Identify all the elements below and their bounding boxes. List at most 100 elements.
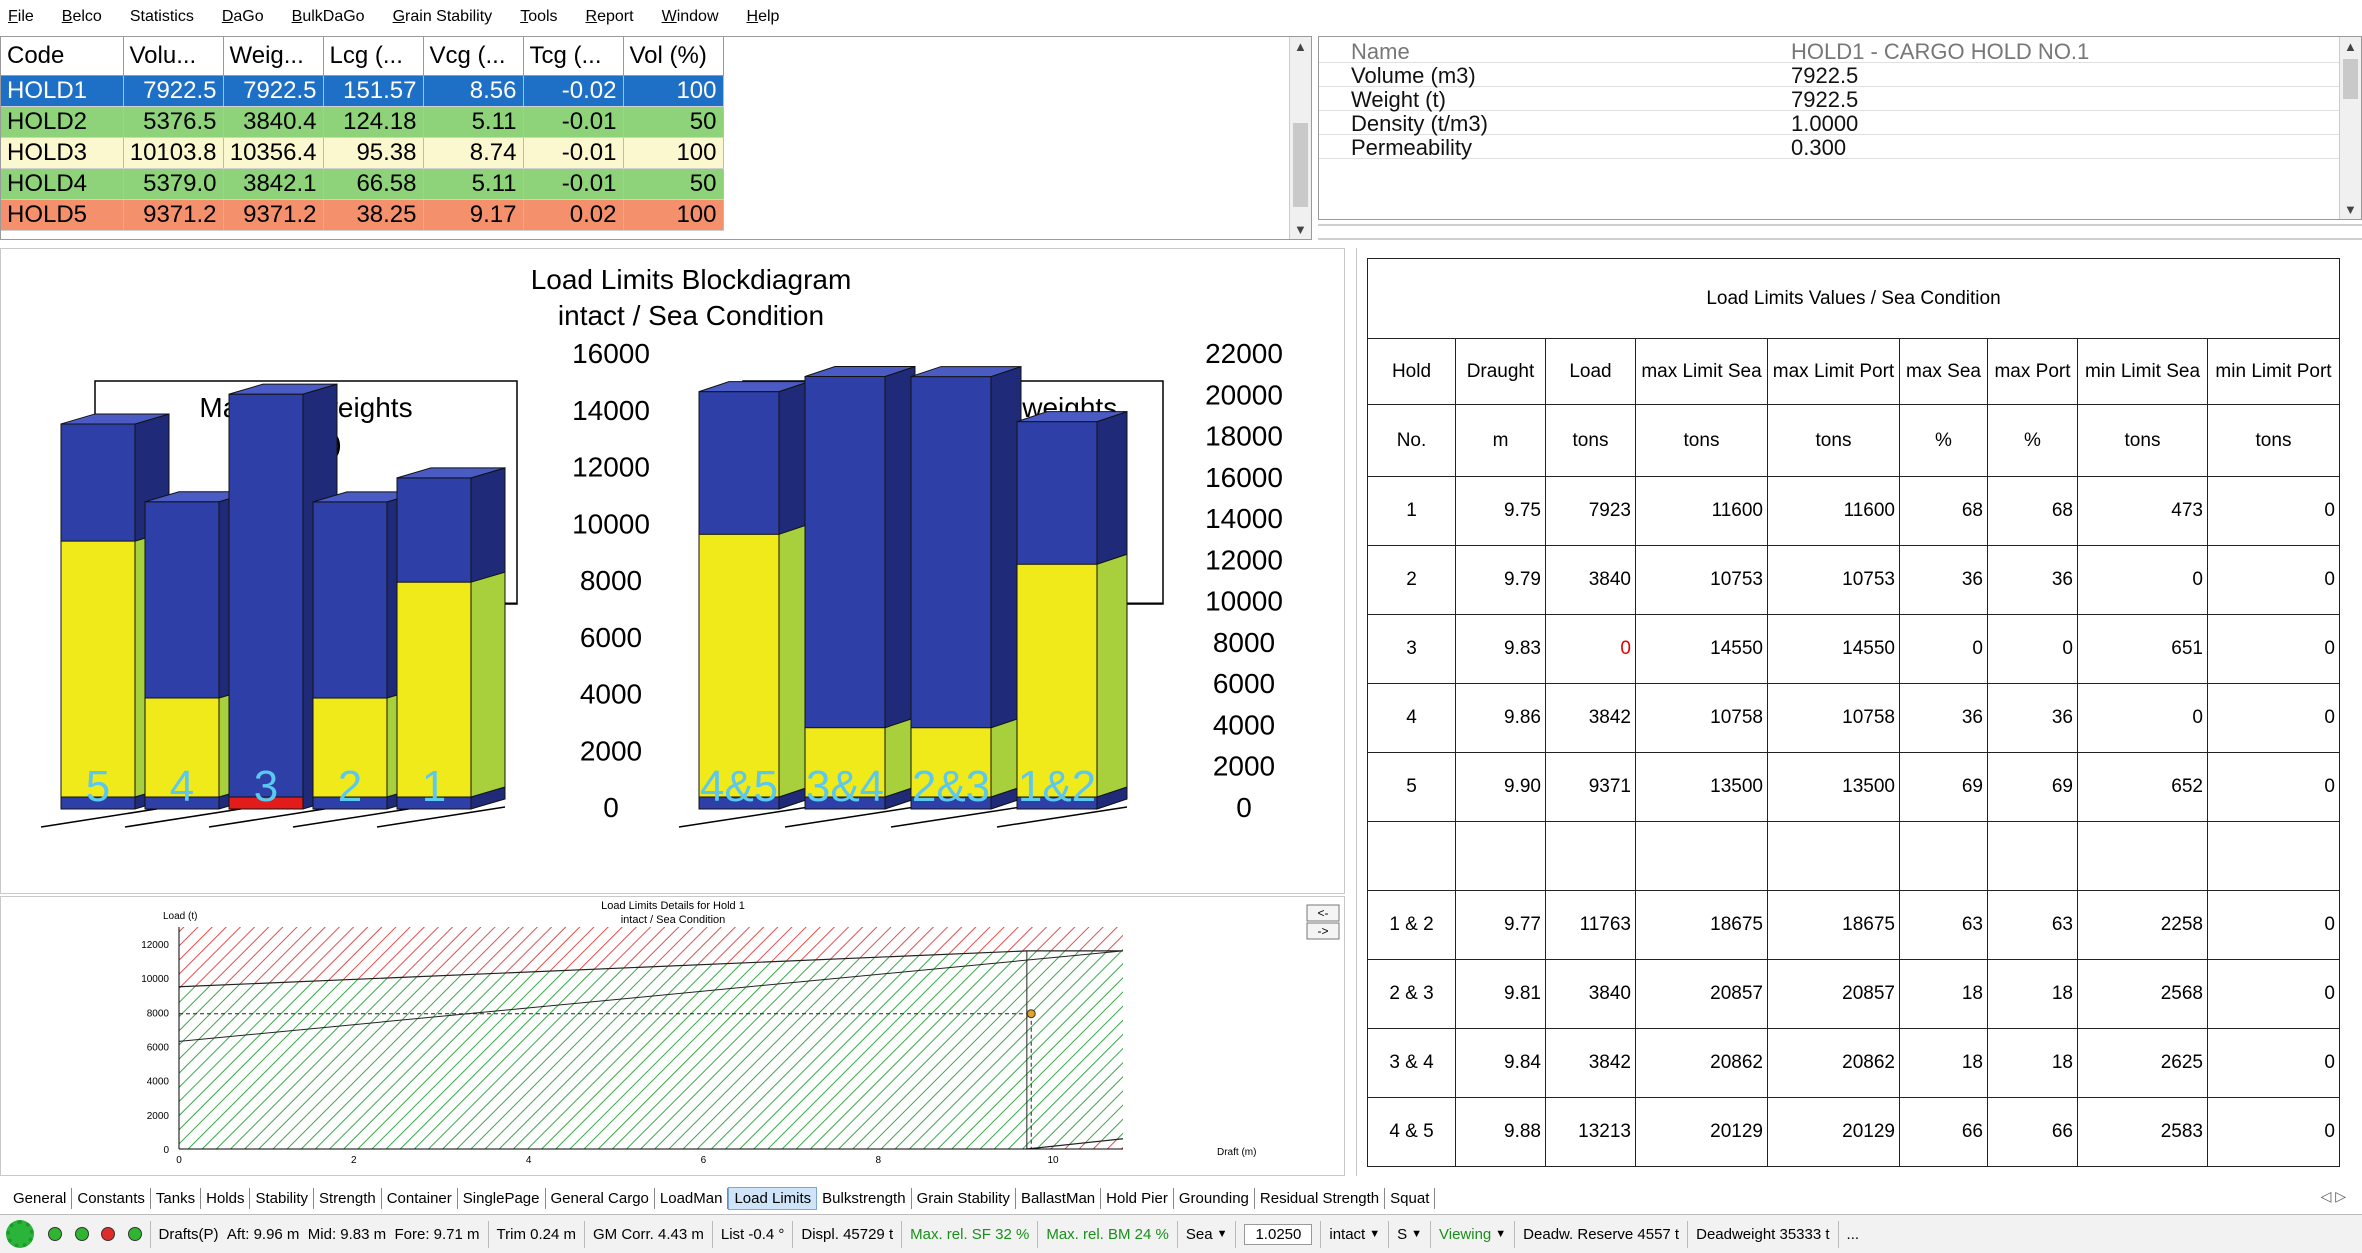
hold-code-cell[interactable]: HOLD3 <box>1 137 124 169</box>
table-cell[interactable]: 0.02 <box>523 199 624 231</box>
tab-residual-strength[interactable]: Residual Strength <box>1255 1187 1386 1209</box>
tab-stability[interactable]: Stability <box>250 1187 314 1209</box>
column-header[interactable]: Tcg (... <box>523 37 624 76</box>
property-row[interactable]: Permeability 0.300 <box>1319 135 2339 160</box>
table-cell[interactable]: 95.38 <box>323 137 424 169</box>
tab-singlepage[interactable]: SinglePage <box>458 1187 546 1209</box>
table-cell[interactable]: 151.57 <box>323 75 424 107</box>
column-header[interactable]: Lcg (... <box>323 37 424 76</box>
table-cell[interactable]: -0.01 <box>523 137 624 169</box>
table-cell[interactable]: 9371.2 <box>223 199 324 231</box>
table-row[interactable]: HOLD2 5376.5 3840.4 124.18 5.11 -0.01 50 <box>1 106 724 138</box>
tab-general[interactable]: General <box>8 1187 73 1209</box>
table-cell[interactable]: 100 <box>623 75 724 107</box>
tab-strength[interactable]: Strength <box>314 1187 382 1209</box>
scroll-thumb[interactable] <box>1293 123 1308 207</box>
table-cell[interactable]: 7922.5 <box>223 75 324 107</box>
property-value[interactable]: 7922.5 <box>1791 87 1859 112</box>
property-row[interactable]: Name HOLD1 - CARGO HOLD NO.1 <box>1319 39 2339 64</box>
properties-scrollbar[interactable]: ▲ ▼ <box>2339 37 2361 219</box>
splitter[interactable] <box>1318 224 2362 240</box>
property-row[interactable]: Volume (m3) 7922.5 <box>1319 63 2339 88</box>
table-row[interactable]: HOLD5 9371.2 9371.2 38.25 9.17 0.02 100 <box>1 199 724 231</box>
tab-bulkstrength[interactable]: Bulkstrength <box>817 1187 912 1209</box>
table-cell[interactable]: 66.58 <box>323 168 424 200</box>
menu-item-help[interactable]: Help <box>747 8 780 26</box>
column-header[interactable]: Vcg (... <box>423 37 524 76</box>
table-cell[interactable]: 7922.5 <box>123 75 224 107</box>
table-cell[interactable]: 8.74 <box>423 137 524 169</box>
column-header[interactable]: Volu... <box>123 37 224 76</box>
hold-code-cell[interactable]: HOLD5 <box>1 199 124 231</box>
table-cell[interactable]: -0.01 <box>523 106 624 138</box>
menu-item-report[interactable]: Report <box>586 8 634 26</box>
table-cell[interactable]: 9.17 <box>423 199 524 231</box>
table-row[interactable]: HOLD4 5379.0 3842.1 66.58 5.11 -0.01 50 <box>1 168 724 200</box>
tab-grounding[interactable]: Grounding <box>1174 1187 1255 1209</box>
table-cell[interactable]: 9371.2 <box>123 199 224 231</box>
scroll-down-icon[interactable]: ▼ <box>2344 202 2357 217</box>
menu-item-bulkdago[interactable]: BulkDaGo <box>292 8 365 26</box>
table-cell[interactable]: -0.02 <box>523 75 624 107</box>
menu-item-window[interactable]: Window <box>662 8 719 26</box>
detail-next-button[interactable]: -> <box>1306 922 1340 940</box>
menu-item-file[interactable]: File <box>8 8 34 26</box>
table-cell[interactable]: 100 <box>623 137 724 169</box>
tab-squat[interactable]: Squat <box>1385 1187 1436 1209</box>
mode-dropdown[interactable]: Viewing ▼ <box>1431 1220 1516 1248</box>
tab-ballastman[interactable]: BallastMan <box>1016 1187 1102 1209</box>
hold-code-cell[interactable]: HOLD4 <box>1 168 124 200</box>
property-row[interactable]: Density (t/m3) 1.0000 <box>1319 111 2339 136</box>
status-more[interactable]: ... <box>1846 1225 1860 1243</box>
tab-general-cargo[interactable]: General Cargo <box>546 1187 655 1209</box>
table-cell[interactable]: 100 <box>623 199 724 231</box>
tab-loadman[interactable]: LoadMan <box>655 1187 729 1209</box>
table-cell[interactable]: 10103.8 <box>123 137 224 169</box>
table-cell[interactable]: -0.01 <box>523 168 624 200</box>
column-header[interactable]: Vol (%) <box>623 37 724 76</box>
property-value[interactable]: 0.300 <box>1791 135 1847 160</box>
side-dropdown[interactable]: S ▼ <box>1389 1220 1432 1248</box>
table-cell[interactable]: 124.18 <box>323 106 424 138</box>
table-cell[interactable]: 5.11 <box>423 168 524 200</box>
scroll-thumb[interactable] <box>2343 59 2358 99</box>
column-header[interactable]: Weig... <box>223 37 324 76</box>
status-gear-icon[interactable] <box>6 1220 34 1248</box>
menu-item-belco[interactable]: Belco <box>62 8 102 26</box>
density-field[interactable]: 1.0250 <box>1236 1220 1322 1248</box>
hold-code-cell[interactable]: HOLD2 <box>1 106 124 138</box>
tab-constants[interactable]: Constants <box>72 1187 151 1209</box>
tab-hold-pier[interactable]: Hold Pier <box>1101 1187 1174 1209</box>
table-cell[interactable]: 5.11 <box>423 106 524 138</box>
table-cell[interactable]: 3840.4 <box>223 106 324 138</box>
property-value[interactable]: HOLD1 - CARGO HOLD NO.1 <box>1791 39 2090 64</box>
tab-grain-stability[interactable]: Grain Stability <box>912 1187 1016 1209</box>
table-cell[interactable]: 8.56 <box>423 75 524 107</box>
table-cell[interactable]: 3842.1 <box>223 168 324 200</box>
table-cell[interactable]: 5379.0 <box>123 168 224 200</box>
tab-load-limits[interactable]: Load Limits <box>728 1186 818 1210</box>
scroll-down-icon[interactable]: ▼ <box>1294 222 1307 237</box>
table-cell[interactable]: 50 <box>623 168 724 200</box>
sea-dropdown[interactable]: Sea ▼ <box>1178 1220 1237 1248</box>
hold-code-cell[interactable]: HOLD1 <box>1 75 124 107</box>
table-row[interactable]: HOLD3 10103.8 10356.4 95.38 8.74 -0.01 100 <box>1 137 724 169</box>
detail-prev-button[interactable]: <- <box>1306 904 1340 922</box>
menu-item-statistics[interactable]: Statistics <box>130 8 194 26</box>
table-cell[interactable]: 38.25 <box>323 199 424 231</box>
cargo-grid-scrollbar[interactable]: ▲ ▼ <box>1289 37 1311 239</box>
property-row[interactable]: Weight (t) 7922.5 <box>1319 87 2339 112</box>
tab-container[interactable]: Container <box>382 1187 458 1209</box>
scroll-up-icon[interactable]: ▲ <box>1294 39 1307 54</box>
tab-holds[interactable]: Holds <box>201 1187 251 1209</box>
menu-item-grain-stability[interactable]: Grain Stability <box>393 8 493 26</box>
table-cell[interactable]: 10356.4 <box>223 137 324 169</box>
menu-item-dago[interactable]: DaGo <box>222 8 264 26</box>
table-cell[interactable]: 50 <box>623 106 724 138</box>
tab-scroll-arrows[interactable]: ◁ ▷ <box>2320 1188 2346 1204</box>
menu-item-tools[interactable]: Tools <box>520 8 557 26</box>
property-value[interactable]: 7922.5 <box>1791 63 1859 88</box>
table-row[interactable]: HOLD1 7922.5 7922.5 151.57 8.56 -0.02 100 <box>1 75 724 107</box>
column-header[interactable]: Code <box>1 37 124 76</box>
condition-dropdown[interactable]: intact ▼ <box>1321 1220 1390 1248</box>
